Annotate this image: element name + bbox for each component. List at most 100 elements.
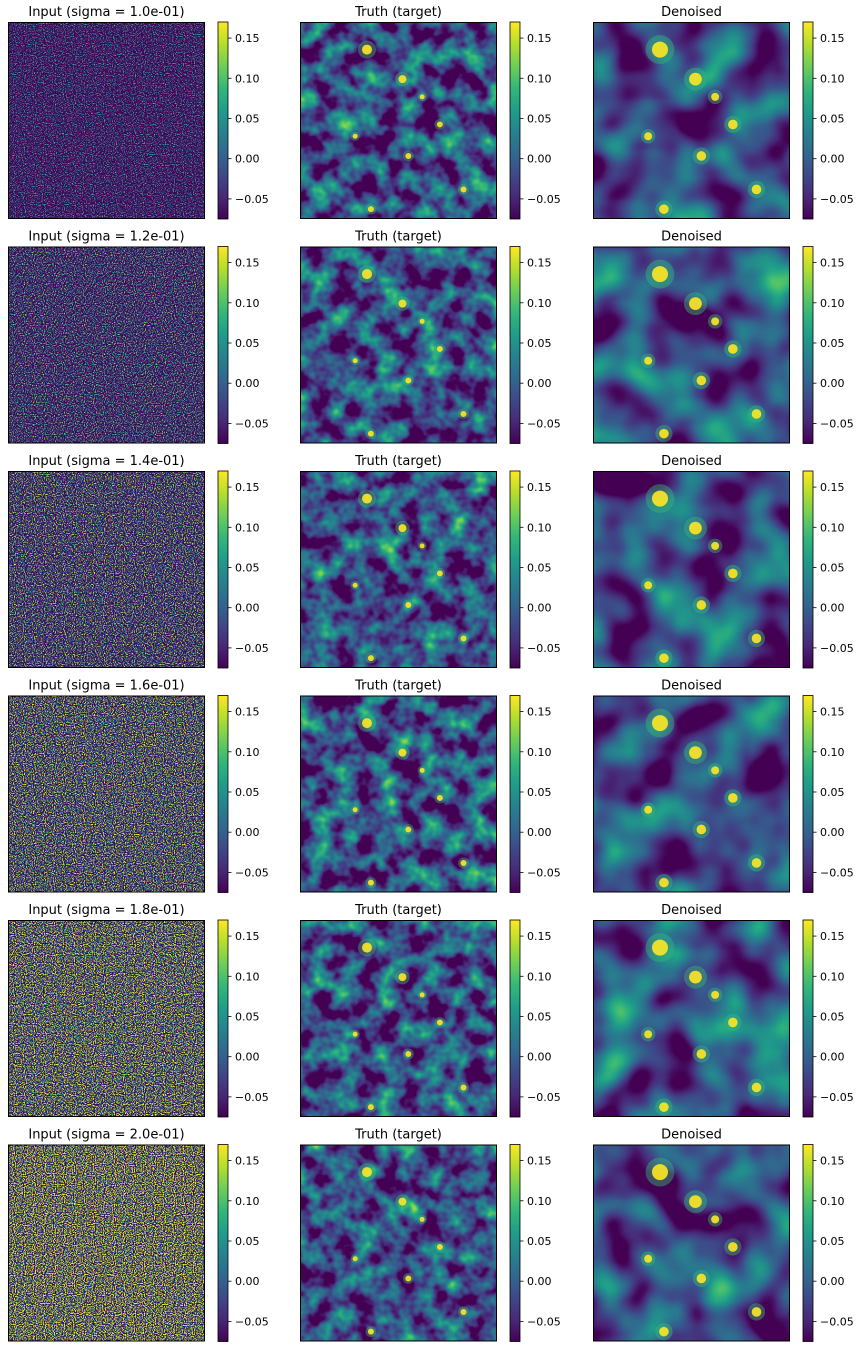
colorbar-tick-label: 0.15 <box>820 706 845 719</box>
colorbar: 0.15 0.10 0.05 0.00 −0.05 <box>217 21 269 220</box>
colorbar-tick-label: 0.15 <box>235 481 260 494</box>
denoised-panel: Denoised 0.15 0.10 0.05 0.00 −0.05 <box>593 679 854 893</box>
colorbar-tick-label: 0.15 <box>527 930 552 943</box>
colorbar-tick-label: −0.05 <box>527 1315 561 1328</box>
heatmap-image <box>300 471 497 668</box>
colorbar-tick-label: −0.05 <box>235 1315 269 1328</box>
colorbar-tick-label: 0.10 <box>527 1195 552 1208</box>
panel-title: Denoised <box>661 454 722 469</box>
colorbar: 0.15 0.10 0.05 0.00 −0.05 <box>509 919 561 1118</box>
colorbar-tick-label: 0.05 <box>820 561 845 574</box>
colorbar-tick-label: −0.05 <box>235 866 269 879</box>
colorbar-tick-label: 0.00 <box>527 1051 552 1064</box>
panel-row: Input (sigma = 1.4e-01) 0.15 0.10 0.05 0.00 −… <box>8 454 854 669</box>
input-panel: Input (sigma = 2.0e-01) 0.15 0.10 0.05 0.00 −… <box>8 1128 269 1342</box>
panel-title: Truth (target) <box>354 5 442 20</box>
panel-title: Denoised <box>661 679 722 694</box>
heatmap-image <box>8 1144 205 1342</box>
panel-row: Input (sigma = 1.6e-01) 0.15 0.10 0.05 0.00 −… <box>8 679 854 893</box>
denoised-panel: Denoised 0.15 0.10 0.05 0.00 −0.05 <box>593 903 854 1118</box>
colorbar-tick-label: 0.00 <box>527 1275 552 1288</box>
truth-panel: Truth (target) 0.15 0.10 0.05 0.00 −0.05 <box>300 679 561 893</box>
colorbar-tick-label: 0.10 <box>820 746 845 759</box>
colorbar: 0.15 0.10 0.05 0.00 −0.05 <box>802 1144 854 1342</box>
colorbar: 0.15 0.10 0.05 0.00 −0.05 <box>802 246 854 444</box>
colorbar-tick-label: 0.15 <box>235 32 260 45</box>
colorbar-tick-label: 0.10 <box>820 1195 845 1208</box>
colorbar-tick-label: −0.05 <box>527 1091 561 1104</box>
colorbar: 0.15 0.10 0.05 0.00 −0.05 <box>509 1144 561 1342</box>
colorbar-tick-label: 0.10 <box>527 970 552 983</box>
panel-title: Denoised <box>661 230 722 245</box>
colorbar-tick-label: −0.05 <box>527 642 561 655</box>
panel-title: Input (sigma = 1.4e-01) <box>28 454 184 469</box>
colorbar-tick-label: 0.15 <box>527 257 552 270</box>
colorbar-tick-label: 0.10 <box>527 72 552 85</box>
colorbar-tick-label: 0.05 <box>820 1235 845 1248</box>
denoised-panel: Denoised 0.15 0.10 0.05 0.00 −0.05 <box>593 1128 854 1342</box>
colorbar-tick-label: 0.10 <box>235 970 260 983</box>
colorbar-tick-label: 0.05 <box>235 337 260 350</box>
colorbar: 0.15 0.10 0.05 0.00 −0.05 <box>509 21 561 220</box>
input-panel: Input (sigma = 1.2e-01) 0.15 0.10 0.05 0.00 −… <box>8 230 269 444</box>
colorbar-tick-label: −0.05 <box>820 866 854 879</box>
colorbar-tick-label: −0.05 <box>820 1091 854 1104</box>
colorbar-tick-label: 0.10 <box>235 72 260 85</box>
heatmap-image <box>593 22 790 219</box>
panel-title: Input (sigma = 1.0e-01) <box>28 5 184 20</box>
colorbar-tick-label: 0.15 <box>235 257 260 270</box>
colorbar-tick-label: 0.00 <box>235 153 260 166</box>
colorbar-tick-label: 0.05 <box>527 1235 552 1248</box>
colorbar-tick-label: 0.00 <box>527 377 552 390</box>
heatmap-image <box>300 22 497 219</box>
heatmap-image <box>593 471 790 668</box>
colorbar-tick-label: 0.15 <box>235 1155 260 1168</box>
colorbar: 0.15 0.10 0.05 0.00 −0.05 <box>217 695 269 893</box>
heatmap-image <box>300 1144 497 1342</box>
panel-title: Truth (target) <box>354 903 442 918</box>
colorbar-tick-label: 0.05 <box>527 561 552 574</box>
colorbar-tick-label: 0.15 <box>820 481 845 494</box>
colorbar-tick-label: −0.05 <box>235 193 269 206</box>
colorbar-tick-label: −0.05 <box>820 193 854 206</box>
colorbar-tick-label: 0.00 <box>820 602 845 615</box>
colorbar-tick-label: −0.05 <box>527 866 561 879</box>
truth-panel: Truth (target) 0.15 0.10 0.05 0.00 −0.05 <box>300 903 561 1118</box>
colorbar: 0.15 0.10 0.05 0.00 −0.05 <box>802 695 854 893</box>
colorbar-tick-label: 0.15 <box>527 481 552 494</box>
colorbar-tick-label: 0.05 <box>527 112 552 125</box>
colorbar-tick-label: 0.15 <box>527 32 552 45</box>
colorbar-tick-label: 0.05 <box>527 337 552 350</box>
panel-title: Input (sigma = 2.0e-01) <box>28 1128 184 1143</box>
denoised-panel: Denoised 0.15 0.10 0.05 0.00 −0.05 <box>593 230 854 444</box>
panel-row: Input (sigma = 1.0e-01) 0.15 0.10 0.05 0.00 −… <box>8 5 854 220</box>
colorbar-tick-label: 0.00 <box>527 826 552 839</box>
colorbar-tick-label: 0.10 <box>820 521 845 534</box>
colorbar-tick-label: −0.05 <box>820 642 854 655</box>
colorbar-tick-label: 0.00 <box>820 153 845 166</box>
colorbar-tick-label: −0.05 <box>235 417 269 430</box>
colorbar-tick-label: 0.05 <box>527 786 552 799</box>
colorbar: 0.15 0.10 0.05 0.00 −0.05 <box>217 919 269 1118</box>
colorbar-tick-label: 0.05 <box>820 786 845 799</box>
colorbar-tick-label: 0.15 <box>527 706 552 719</box>
truth-panel: Truth (target) 0.15 0.10 0.05 0.00 −0.05 <box>300 230 561 444</box>
colorbar-tick-label: 0.10 <box>235 521 260 534</box>
panel-title: Denoised <box>661 5 722 20</box>
denoised-panel: Denoised 0.15 0.10 0.05 0.00 −0.05 <box>593 454 854 669</box>
colorbar-tick-label: 0.00 <box>527 153 552 166</box>
colorbar-tick-label: −0.05 <box>235 1091 269 1104</box>
colorbar-tick-label: 0.00 <box>527 602 552 615</box>
colorbar: 0.15 0.10 0.05 0.00 −0.05 <box>217 1144 269 1342</box>
panel-row: Input (sigma = 2.0e-01) 0.15 0.10 0.05 0.00 −… <box>8 1128 854 1342</box>
heatmap-image <box>8 695 205 893</box>
panel-title: Truth (target) <box>354 1128 442 1143</box>
colorbar-tick-label: −0.05 <box>527 193 561 206</box>
colorbar-tick-label: 0.15 <box>820 32 845 45</box>
colorbar: 0.15 0.10 0.05 0.00 −0.05 <box>509 246 561 444</box>
panel-title: Input (sigma = 1.2e-01) <box>28 230 184 245</box>
panel-title: Denoised <box>661 1128 722 1143</box>
truth-panel: Truth (target) 0.15 0.10 0.05 0.00 −0.05 <box>300 1128 561 1342</box>
input-panel: Input (sigma = 1.8e-01) 0.15 0.10 0.05 0.00 −… <box>8 903 269 1118</box>
